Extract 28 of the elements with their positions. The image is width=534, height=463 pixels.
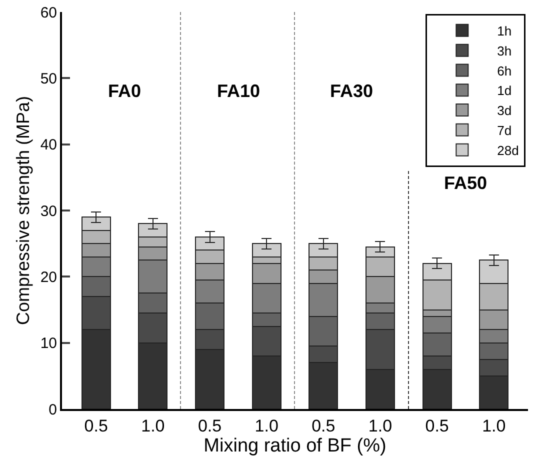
y-tick-label: 0 xyxy=(48,401,57,418)
y-tick-label: 60 xyxy=(40,4,57,22)
x-tick-label: 0.5 xyxy=(312,416,336,436)
x-tick-label: 0.5 xyxy=(198,416,222,436)
y-tick-label: 20 xyxy=(40,268,57,286)
y-tick-label: 10 xyxy=(40,335,57,352)
x-tick-label: 0.5 xyxy=(425,416,449,436)
x-axis-title: Mixing ratio of BF (%) xyxy=(204,436,386,457)
legend-label: 7d xyxy=(497,123,512,138)
x-tick-label: 1.0 xyxy=(482,416,506,436)
legend-label: 28d xyxy=(497,142,519,158)
x-tick-label: 1.0 xyxy=(141,416,165,436)
annotation: FA10 xyxy=(217,81,260,101)
annotation: FA30 xyxy=(330,81,374,101)
y-axis-title: Compressive strength (MPa) xyxy=(13,96,34,326)
annotation: FA50 xyxy=(444,173,488,193)
x-tick-label: 1.0 xyxy=(368,416,392,436)
legend-label: 1h xyxy=(497,24,512,39)
x-tick-label: 1.0 xyxy=(254,416,278,436)
legend-label: 1d xyxy=(497,83,512,98)
y-tick-label: 30 xyxy=(40,202,57,220)
legend-label: 6h xyxy=(497,63,512,78)
annotation: FA0 xyxy=(108,81,142,101)
x-tick-label: 0.5 xyxy=(84,416,108,436)
legend-label: 3d xyxy=(497,103,512,118)
y-tick-label: 50 xyxy=(40,70,57,88)
legend-label: 3h xyxy=(497,43,512,58)
y-tick-label: 40 xyxy=(40,136,57,154)
